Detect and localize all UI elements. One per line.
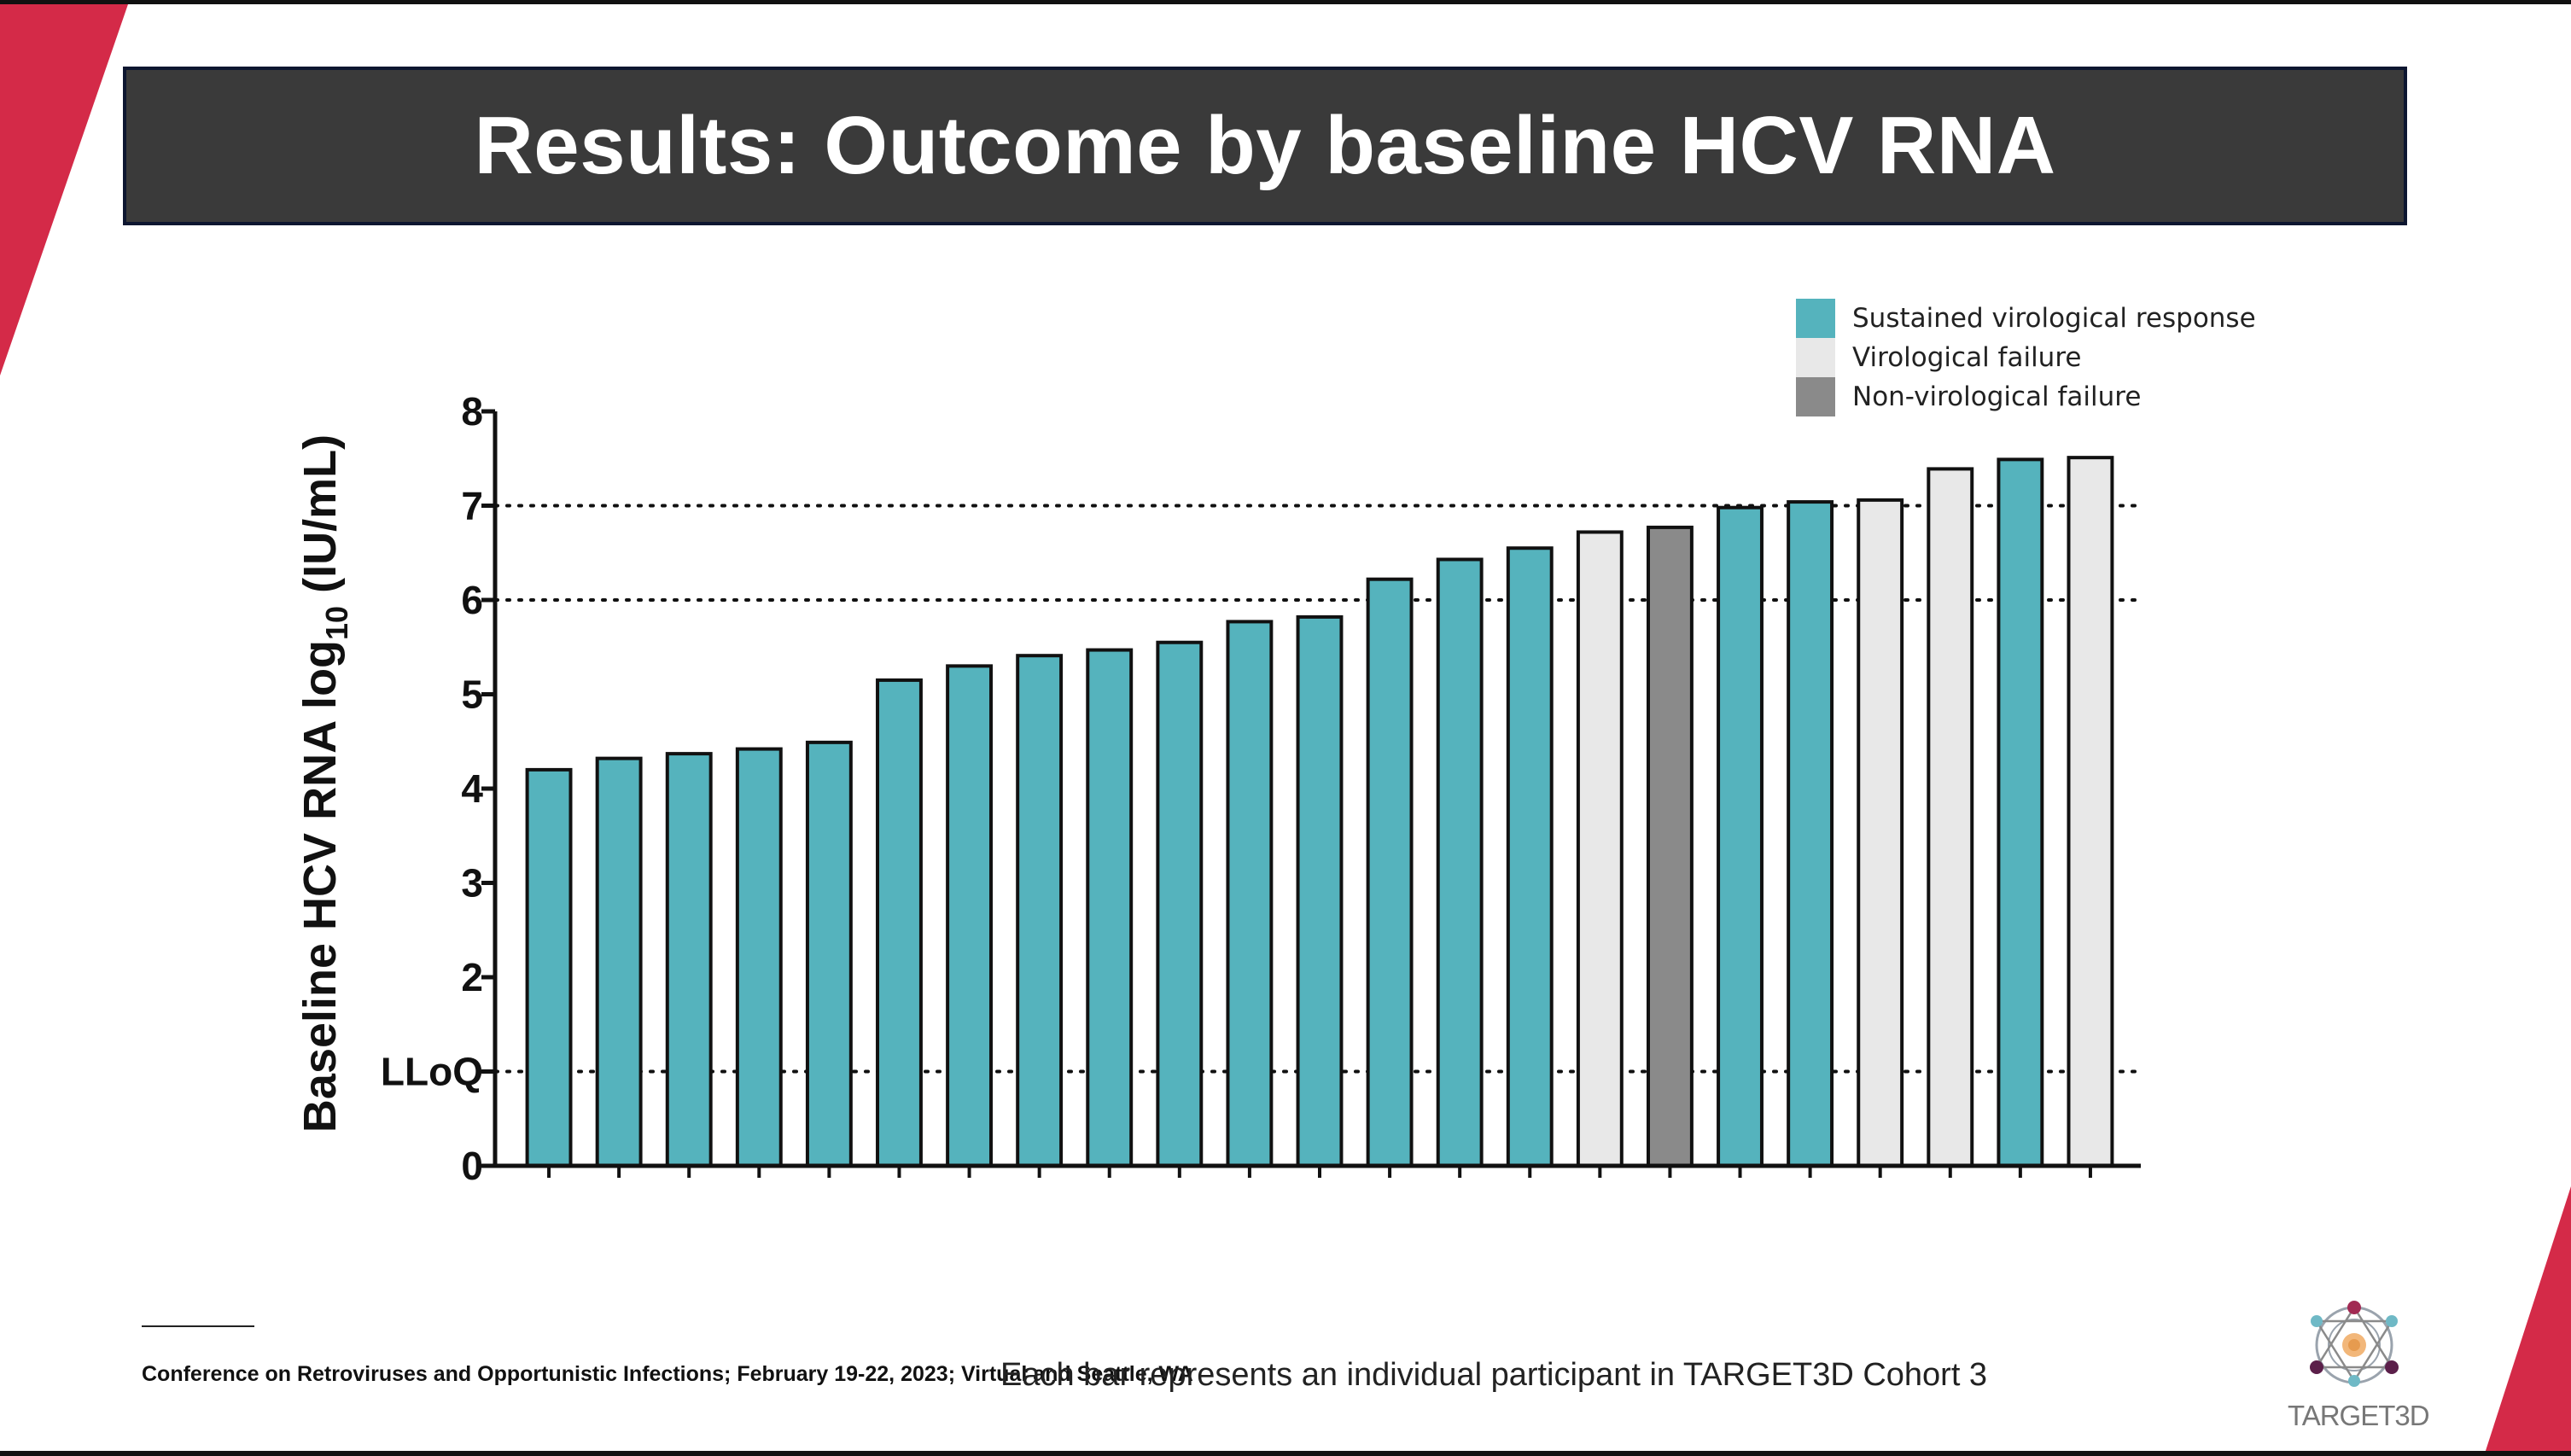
- bars: [525, 456, 2114, 1168]
- bar: [1296, 614, 1344, 1168]
- legend-label: Virological failure: [1852, 342, 2082, 373]
- bar: [2067, 456, 2114, 1168]
- bar: [1506, 546, 1554, 1168]
- chart-caption: Each bar represents an individual partic…: [1000, 1357, 1988, 1393]
- legend-item: Sustained virological response: [1796, 299, 2256, 338]
- bar: [1717, 505, 1764, 1168]
- accent-triangle-bottom-right: [2484, 1186, 2571, 1456]
- accent-triangle-top-left: [0, 4, 128, 376]
- footnote-divider: [142, 1325, 254, 1327]
- bar: [946, 664, 994, 1168]
- bar: [1226, 620, 1274, 1168]
- bar: [805, 740, 853, 1168]
- y-axis-label: Baseline HCV RNA log10 (IU/mL): [294, 434, 354, 1133]
- y-tick-label: 2: [461, 955, 483, 999]
- bar: [1366, 577, 1414, 1168]
- bar: [1927, 467, 1974, 1168]
- legend-swatch: [1796, 338, 1835, 377]
- bar: [665, 752, 713, 1168]
- bar: [525, 767, 573, 1168]
- bar: [1086, 648, 1134, 1168]
- bar: [1576, 530, 1624, 1168]
- legend-swatch: [1796, 377, 1835, 416]
- bar: [595, 756, 643, 1168]
- bar: [1016, 654, 1064, 1168]
- bottom-border: [0, 1451, 2571, 1456]
- bar: [1436, 557, 1484, 1168]
- title-bar: Results: Outcome by baseline HCV RNA: [123, 67, 2407, 225]
- y-tick-label: 4: [461, 766, 483, 811]
- legend: Sustained virological response Virologic…: [1796, 299, 2256, 416]
- legend-item: Non-virological failure: [1796, 377, 2256, 416]
- bar: [1857, 498, 1904, 1168]
- y-tick-label: LLoQ: [381, 1050, 483, 1094]
- legend-label: Non-virological failure: [1852, 381, 2142, 412]
- page-title: Results: Outcome by baseline HCV RNA: [474, 100, 2056, 191]
- legend-label: Sustained virological response: [1852, 303, 2256, 334]
- bar: [735, 747, 783, 1168]
- y-tick-label: 6: [461, 578, 483, 622]
- y-tick-label: 0: [461, 1144, 483, 1188]
- y-tick-labels: 0 LLoQ 2 3 4 5 6 7 8: [381, 389, 483, 1188]
- y-tick-label: 8: [461, 389, 483, 434]
- target3d-logo: TARGET3D: [2288, 1296, 2430, 1432]
- bar: [1787, 500, 1834, 1168]
- conference-citation: Conference on Retroviruses and Opportuni…: [142, 1362, 1193, 1386]
- legend-swatch: [1796, 299, 1835, 338]
- y-tick-label: 5: [461, 673, 483, 717]
- y-tick-label: 7: [461, 484, 483, 528]
- logo-icon: [2310, 1301, 2399, 1387]
- bar: [1997, 457, 2044, 1168]
- bar: [1646, 525, 1694, 1168]
- axes: [481, 409, 2141, 1178]
- y-tick-label: 3: [461, 861, 483, 906]
- logo-text: TARGET3D: [2288, 1400, 2430, 1431]
- bar: [876, 678, 923, 1168]
- bar: [1156, 640, 1204, 1168]
- top-border: [0, 0, 2571, 4]
- legend-item: Virological failure: [1796, 338, 2256, 377]
